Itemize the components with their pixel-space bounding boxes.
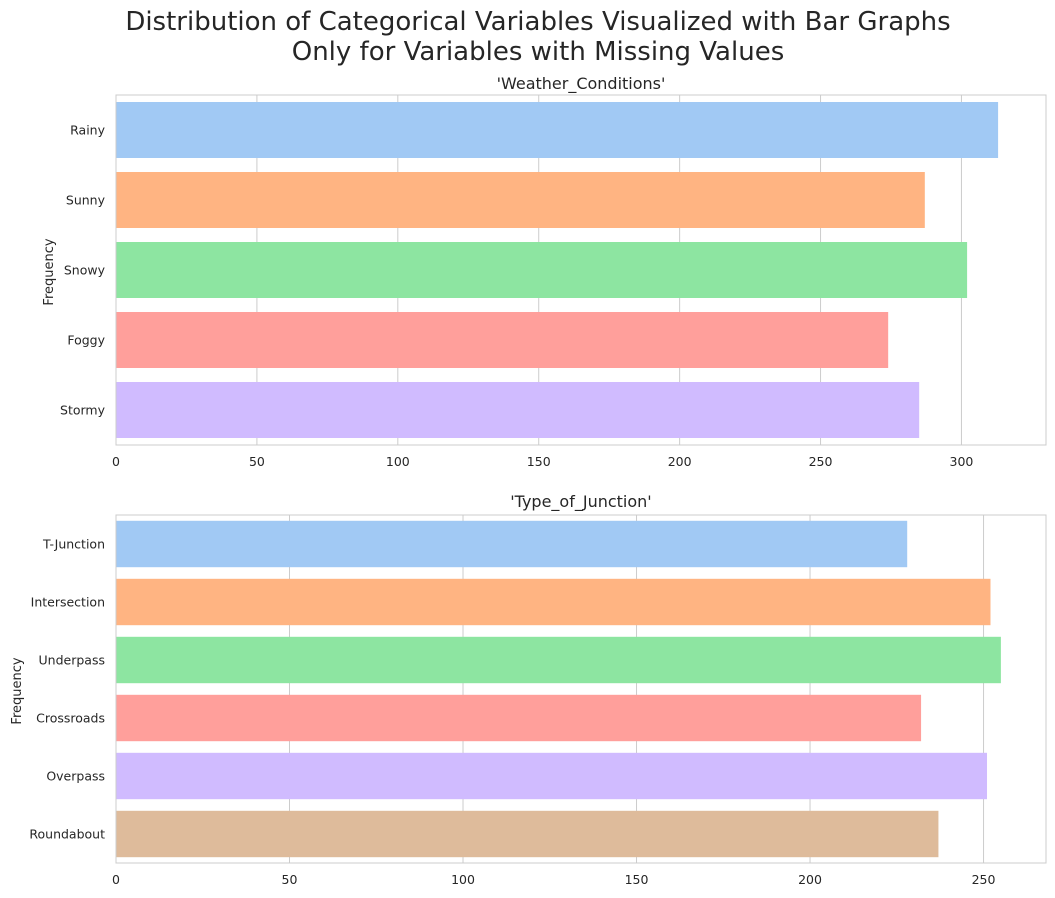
weather-conditions-bar-sunny <box>116 172 925 228</box>
weather-conditions-y-tick-rainy: Rainy <box>70 123 105 138</box>
weather-conditions-y-tick-snowy: Snowy <box>64 263 106 278</box>
weather-conditions-x-tick-250: 250 <box>809 454 833 469</box>
weather-conditions-x-tick-200: 200 <box>668 454 692 469</box>
type-of-junction-y-tick-crossroads: Crossroads <box>36 711 105 726</box>
type-of-junction-y-tick-underpass: Underpass <box>39 653 105 668</box>
type-of-junction-chart: 'Type_of_Junction' Frequency T-Junction I… <box>10 492 1047 887</box>
type-of-junction-title: 'Type_of_Junction' <box>510 492 651 512</box>
type-of-junction-y-tick-intersection: Intersection <box>31 595 105 610</box>
type-of-junction-x-tick-150: 150 <box>625 872 649 887</box>
type-of-junction-bar-t-junction <box>116 520 908 568</box>
weather-conditions-x-tick-300: 300 <box>950 454 974 469</box>
type-of-junction-bar-underpass <box>116 636 1001 684</box>
figure-title-line-1: Distribution of Categorical Variables Vi… <box>125 7 950 37</box>
figure-title-line-2: Only for Variables with Missing Values <box>292 37 785 67</box>
weather-conditions-axes-frame <box>115 94 1047 446</box>
weather-conditions-y-label: Frequency <box>42 238 57 305</box>
type-of-junction-x-tick-0: 0 <box>112 872 120 887</box>
type-of-junction-x-tick-250: 250 <box>972 872 996 887</box>
type-of-junction-plot-area: T-Junction Intersection Underpass Crossroad… <box>29 514 1047 887</box>
weather-conditions-y-tick-sunny: Sunny <box>66 193 106 208</box>
weather-conditions-chart: 'Weather_Conditions' Frequency Rainy Sunn… <box>42 74 1047 469</box>
weather-conditions-bar-rainy <box>116 102 999 158</box>
type-of-junction-axes-frame <box>115 514 1047 864</box>
type-of-junction-bar-overpass <box>116 752 988 800</box>
type-of-junction-x-tick-200: 200 <box>798 872 822 887</box>
weather-conditions-x-tick-0: 0 <box>112 454 120 469</box>
weather-conditions-x-tick-150: 150 <box>527 454 551 469</box>
type-of-junction-bar-roundabout <box>116 810 939 858</box>
weather-conditions-y-tick-stormy: Stormy <box>60 403 106 418</box>
weather-conditions-bar-snowy <box>116 242 968 298</box>
weather-conditions-y-tick-foggy: Foggy <box>67 333 105 348</box>
weather-conditions-bar-stormy <box>116 382 920 438</box>
type-of-junction-x-tick-50: 50 <box>282 872 298 887</box>
type-of-junction-bar-crossroads <box>116 694 922 742</box>
type-of-junction-bar-intersection <box>116 578 991 626</box>
type-of-junction-x-tick-100: 100 <box>451 872 475 887</box>
type-of-junction-y-tick-t-junction: T-Junction <box>42 537 105 552</box>
weather-conditions-x-tick-100: 100 <box>386 454 410 469</box>
weather-conditions-plot-area: Rainy Sunny Snowy Foggy Stormy 0 50 100 150 200 25… <box>60 94 1047 469</box>
weather-conditions-bar-foggy <box>116 312 889 368</box>
type-of-junction-y-label: Frequency <box>10 657 25 724</box>
weather-conditions-title: 'Weather_Conditions' <box>497 74 666 94</box>
weather-conditions-x-tick-50: 50 <box>249 454 265 469</box>
type-of-junction-y-tick-overpass: Overpass <box>46 769 105 784</box>
type-of-junction-y-tick-roundabout: Roundabout <box>29 827 105 842</box>
